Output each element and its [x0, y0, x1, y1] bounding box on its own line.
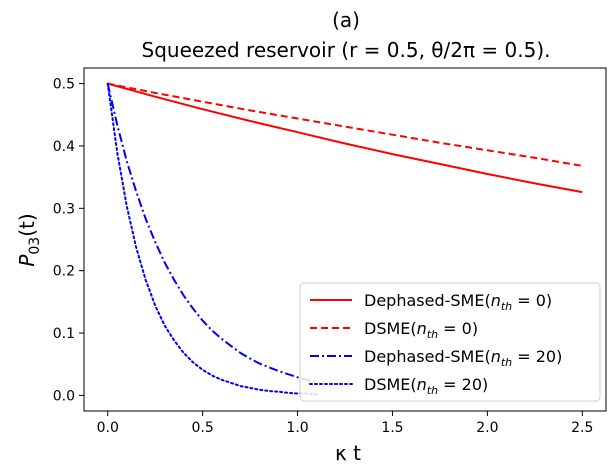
y-tick-label: 0.4	[53, 139, 75, 155]
x-tick-label: 1.0	[286, 420, 308, 436]
series-line-1	[107, 82, 583, 194]
x-tick-label: 1.5	[381, 420, 403, 436]
series-layer	[106, 82, 583, 396]
legend-label-3: Dephased-SME(nth = 20)	[364, 347, 562, 369]
y-tick-label: 0.2	[53, 264, 75, 280]
legend-label-2: DSME(nth = 0)	[364, 319, 478, 341]
x-tick-label: 2.5	[571, 420, 593, 436]
x-tick-label: 0.0	[97, 420, 119, 436]
x-tick-label: 2.0	[476, 420, 498, 436]
y-tick-label: 0.0	[53, 388, 75, 404]
y-tick-label: 0.5	[53, 77, 75, 93]
legend-label-4: DSME(nth = 20)	[364, 375, 488, 397]
y-tick-label: 0.3	[53, 201, 75, 217]
chart-title: Squeezed reservoir (r = 0.5, θ/2π = 0.5)…	[142, 38, 551, 62]
series-line-4	[106, 82, 318, 396]
series-line-3	[106, 83, 317, 383]
x-tick-label: 0.5	[192, 420, 214, 436]
series-line-2	[107, 82, 583, 167]
x-axis-ticks: 0.0 0.5 1.0 1.5 2.0 2.5	[97, 411, 593, 436]
plot-frame	[83, 67, 607, 412]
chart-title-panel-label: (a)	[332, 8, 360, 32]
x-axis-label: κ t	[335, 441, 361, 465]
legend-label-1: Dephased-SME(nth = 0)	[364, 291, 552, 313]
y-tick-label: 0.1	[53, 326, 75, 342]
legend: Dephased-SME(nth = 0) DSME(nth = 0) Dephas…	[299, 282, 601, 402]
legend-box	[299, 282, 601, 402]
y-axis-ticks: 0.0 0.1 0.2 0.3 0.4 0.5	[53, 77, 84, 404]
y-axis-label: P03(t)	[15, 213, 43, 266]
